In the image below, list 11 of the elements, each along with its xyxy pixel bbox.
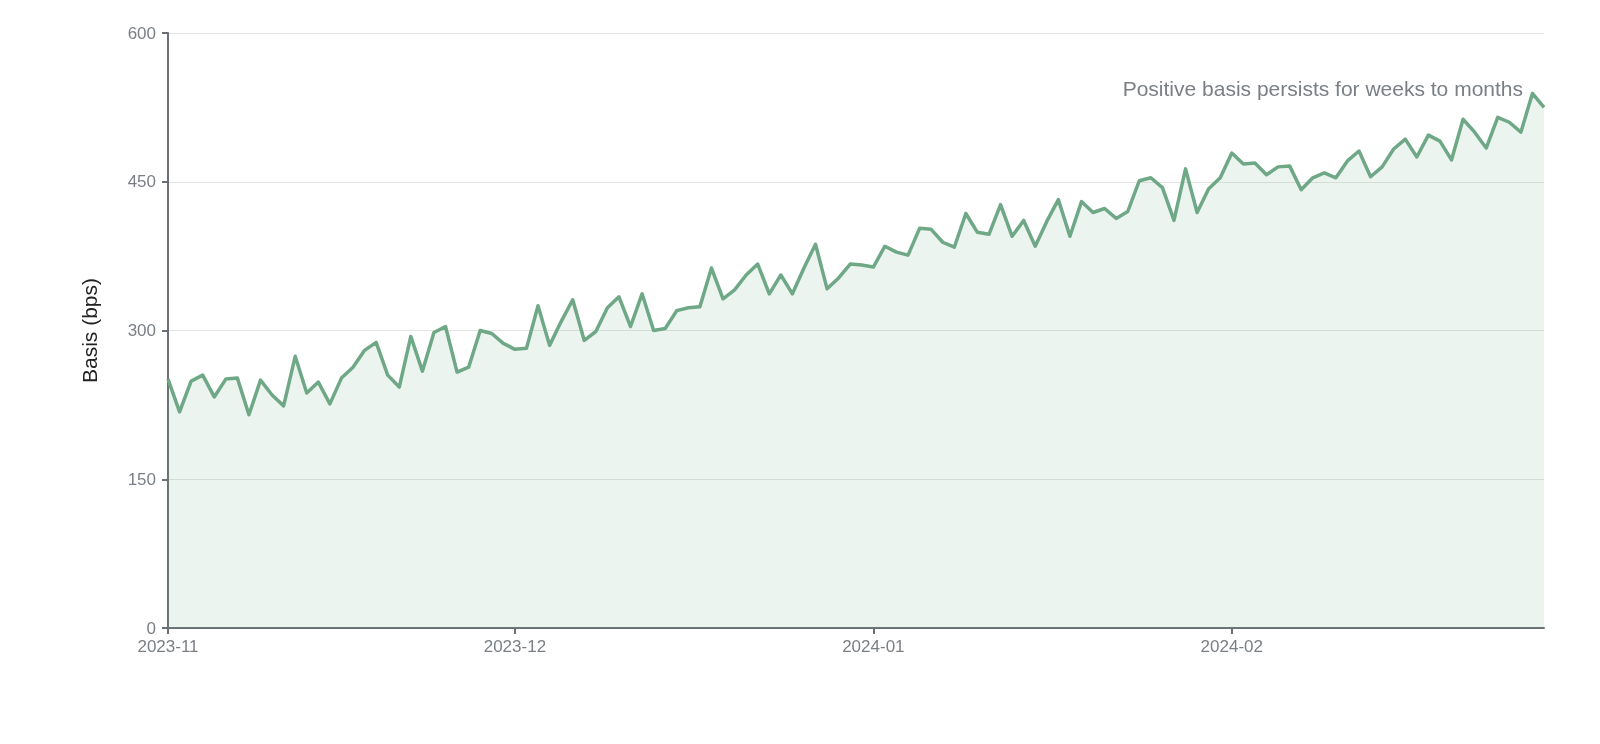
x-tick-label: 2023-12 [483,637,547,656]
x-tick-label: 2024-01 [842,637,905,656]
x-tick-label: 2023-11 [137,637,199,656]
x-tick-label: 2024-02 [1200,637,1263,656]
y-tick-label: 450 [127,172,156,192]
y-tick-label: 0 [146,618,156,638]
y-tick-label: 150 [127,469,156,489]
y-tick-label: 300 [127,321,156,340]
y-tick-label: 600 [127,23,156,43]
y-axis-title: Basis (bps) [78,277,101,384]
annotation: Positive basis persists for weeks to months [1122,77,1524,100]
